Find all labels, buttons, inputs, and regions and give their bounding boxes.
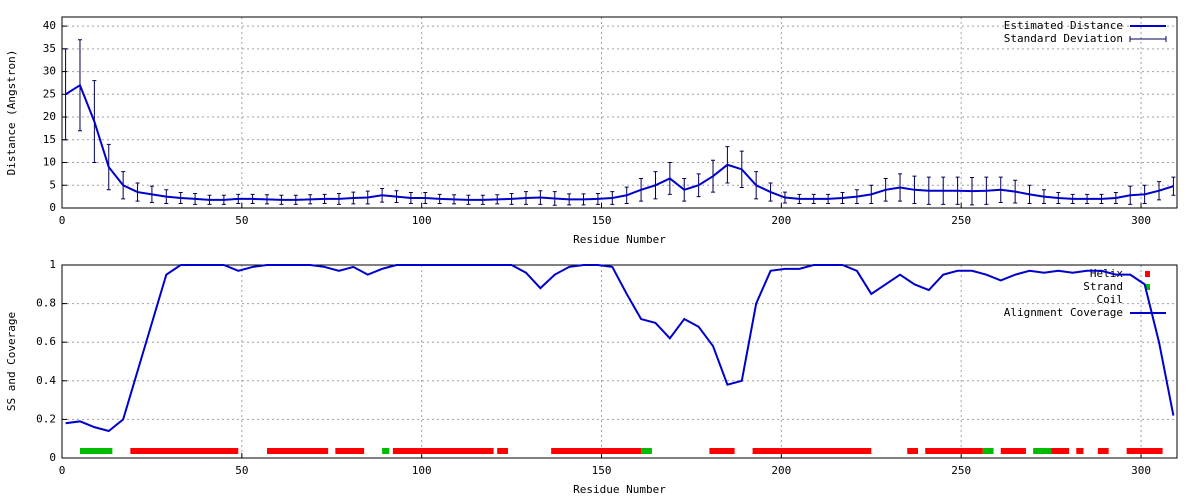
ss-segment [335,448,365,454]
legend-swatch [1129,36,1167,42]
plot-border [61,264,1178,459]
y-tick-label: 35 [43,42,56,55]
y-tick-label: 5 [49,178,56,191]
y-axis-label: SS and Coverage [5,312,18,411]
y-tick-label: 0 [49,201,56,214]
legend-label: Estimated Distance [1004,19,1123,32]
plot-border [61,16,1178,209]
x-tick-label: 100 [412,464,432,477]
y-tick-label: 0.8 [36,297,56,310]
x-tick-label: 0 [59,464,66,477]
ss-segment [79,448,113,454]
ss-segment [1126,448,1163,454]
ss-segment [1033,448,1052,454]
y-tick-label: 0 [49,451,56,464]
y-tick-label: 0.2 [36,412,56,425]
ss-segment [551,448,642,454]
legend-label: Alignment Coverage [1004,306,1123,319]
x-tick-label: 200 [771,214,791,227]
legend-label: Helix [1090,267,1123,280]
y-tick-label: 25 [43,87,56,100]
x-axis-label: Residue Number [573,483,666,496]
data-line [65,264,1175,433]
ss-segment [130,448,239,454]
x-tick-label: 0 [59,214,66,227]
ss-segment [1097,448,1109,454]
ss-segment [382,448,390,454]
error-bar [63,48,68,141]
y-tick-label: 30 [43,65,56,78]
x-tick-label: 50 [235,464,248,477]
ss-segment [709,448,735,454]
legend-label: Standard Deviation [1004,32,1123,45]
y-tick-label: 15 [43,133,56,146]
y-tick-label: 0.4 [36,374,56,387]
x-tick-label: 200 [771,464,791,477]
ss-segment [1000,448,1026,454]
ss-segment [392,448,494,454]
y-tick-label: 40 [43,19,56,32]
ss-segment [752,448,872,454]
ss-segment [1051,448,1070,454]
x-tick-label: 300 [1131,464,1151,477]
ss-segment [267,448,329,454]
legend-label: Coil [1097,293,1124,306]
x-tick-label: 150 [592,464,612,477]
x-tick-label: 250 [951,464,971,477]
ss-segment [925,448,983,454]
legend-label: Strand [1083,280,1123,293]
x-axis-label: Residue Number [573,233,666,246]
x-tick-label: 150 [592,214,612,227]
x-tick-label: 300 [1131,214,1151,227]
y-tick-label: 1 [49,258,56,271]
ss-segment [982,448,994,454]
ss-segment [641,448,652,454]
legend-swatch [1145,271,1150,277]
ss-segment [1076,448,1084,454]
legend-swatch [1145,284,1150,290]
x-tick-label: 50 [235,214,248,227]
x-tick-label: 100 [412,214,432,227]
x-tick-label: 250 [951,214,971,227]
y-axis-label: Distance (Angstron) [5,50,18,176]
ss-segment [497,448,508,454]
y-tick-label: 10 [43,156,56,169]
data-line [65,83,1174,201]
y-tick-label: 0.6 [36,335,56,348]
ss-segment [907,448,919,454]
y-tick-label: 20 [43,110,56,123]
